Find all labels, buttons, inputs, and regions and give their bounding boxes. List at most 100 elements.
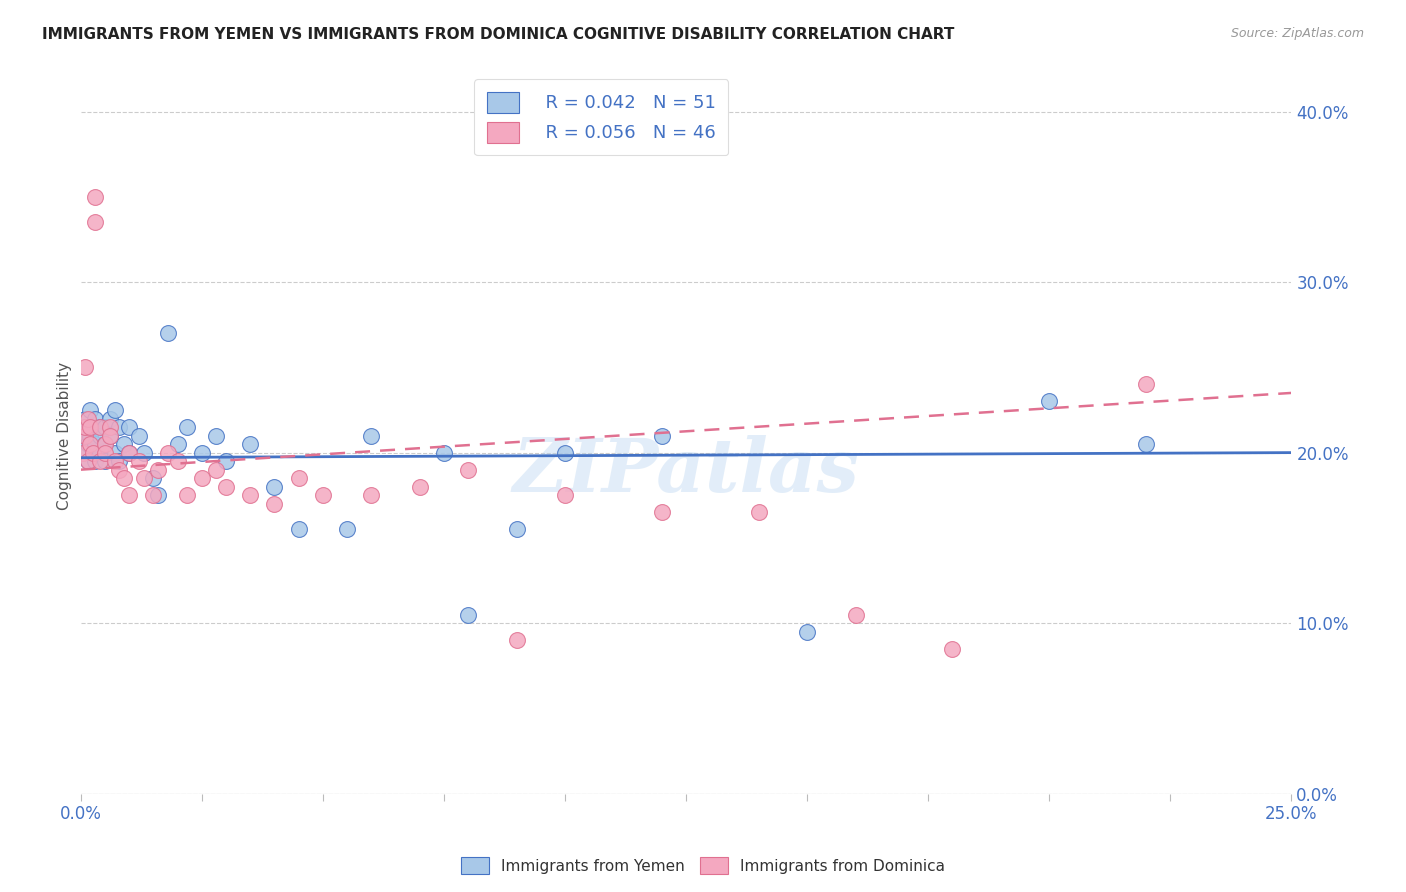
- Point: [505, 522, 527, 536]
- Point: [118, 488, 141, 502]
- Point: [108, 420, 131, 434]
- Point: [84, 437, 107, 451]
- Point: [287, 471, 309, 485]
- Point: [94, 445, 117, 459]
- Point: [103, 403, 125, 417]
- Point: [336, 522, 359, 536]
- Point: [239, 437, 262, 451]
- Point: [75, 420, 97, 434]
- Point: [89, 454, 111, 468]
- Point: [796, 624, 818, 639]
- Point: [112, 437, 135, 451]
- Point: [360, 428, 382, 442]
- Point: [505, 633, 527, 648]
- Point: [156, 326, 179, 341]
- Point: [941, 641, 963, 656]
- Point: [98, 428, 121, 442]
- Point: [142, 471, 165, 485]
- Point: [312, 488, 335, 502]
- Point: [94, 420, 117, 434]
- Point: [89, 428, 111, 442]
- Point: [75, 360, 97, 375]
- Point: [433, 445, 456, 459]
- Point: [77, 437, 100, 451]
- Point: [205, 463, 228, 477]
- Point: [79, 403, 101, 417]
- Point: [82, 445, 104, 459]
- Point: [89, 420, 111, 434]
- Point: [263, 480, 285, 494]
- Point: [1135, 437, 1157, 451]
- Point: [89, 445, 111, 459]
- Point: [75, 420, 97, 434]
- Point: [239, 488, 262, 502]
- Point: [146, 488, 169, 502]
- Point: [205, 428, 228, 442]
- Point: [118, 445, 141, 459]
- Point: [146, 463, 169, 477]
- Point: [118, 445, 141, 459]
- Point: [103, 445, 125, 459]
- Point: [156, 445, 179, 459]
- Point: [190, 445, 212, 459]
- Point: [77, 454, 100, 468]
- Point: [408, 480, 430, 494]
- Point: [72, 445, 94, 459]
- Point: [263, 497, 285, 511]
- Point: [118, 420, 141, 434]
- Point: [108, 463, 131, 477]
- Point: [84, 215, 107, 229]
- Point: [73, 428, 96, 442]
- Point: [845, 607, 868, 622]
- Point: [94, 437, 117, 451]
- Point: [94, 437, 117, 451]
- Point: [79, 437, 101, 451]
- Point: [84, 454, 107, 468]
- Point: [98, 428, 121, 442]
- Point: [166, 454, 188, 468]
- Point: [132, 445, 155, 459]
- Point: [82, 445, 104, 459]
- Point: [1135, 377, 1157, 392]
- Point: [748, 505, 770, 519]
- Text: ZIPatlas: ZIPatlas: [513, 435, 859, 508]
- Point: [176, 488, 198, 502]
- Point: [651, 428, 673, 442]
- Text: Source: ZipAtlas.com: Source: ZipAtlas.com: [1230, 27, 1364, 40]
- Y-axis label: Cognitive Disability: Cognitive Disability: [58, 361, 72, 509]
- Point: [79, 428, 101, 442]
- Point: [84, 190, 107, 204]
- Point: [457, 463, 479, 477]
- Point: [98, 420, 121, 434]
- Point: [79, 420, 101, 434]
- Text: IMMIGRANTS FROM YEMEN VS IMMIGRANTS FROM DOMINICA COGNITIVE DISABILITY CORRELATI: IMMIGRANTS FROM YEMEN VS IMMIGRANTS FROM…: [42, 27, 955, 42]
- Point: [360, 488, 382, 502]
- Point: [651, 505, 673, 519]
- Legend:   R = 0.042   N = 51,   R = 0.056   N = 46: R = 0.042 N = 51, R = 0.056 N = 46: [474, 79, 728, 155]
- Point: [77, 454, 100, 468]
- Point: [176, 420, 198, 434]
- Point: [73, 428, 96, 442]
- Point: [128, 454, 150, 468]
- Point: [190, 471, 212, 485]
- Point: [215, 480, 238, 494]
- Point: [166, 437, 188, 451]
- Point: [128, 428, 150, 442]
- Point: [112, 471, 135, 485]
- Point: [215, 454, 238, 468]
- Point: [89, 420, 111, 434]
- Legend: Immigrants from Yemen, Immigrants from Dominica: Immigrants from Yemen, Immigrants from D…: [456, 851, 950, 880]
- Point: [1038, 394, 1060, 409]
- Point: [75, 411, 97, 425]
- Point: [108, 454, 131, 468]
- Point: [72, 445, 94, 459]
- Point: [287, 522, 309, 536]
- Point: [142, 488, 165, 502]
- Point: [103, 454, 125, 468]
- Point: [98, 411, 121, 425]
- Point: [94, 454, 117, 468]
- Point: [554, 488, 576, 502]
- Point: [554, 445, 576, 459]
- Point: [84, 411, 107, 425]
- Point: [82, 420, 104, 434]
